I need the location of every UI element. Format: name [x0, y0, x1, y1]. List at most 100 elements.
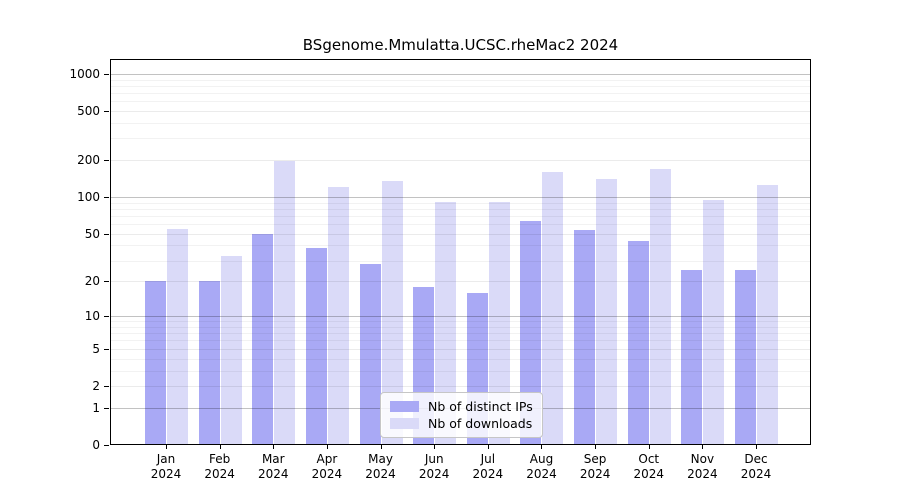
gridline-y-40 [111, 245, 810, 247]
x-axis-month-label-sep: Sep 2024 [579, 452, 611, 481]
x-axis-month-label-nov: Nov 2024 [687, 452, 718, 481]
y-axis-tick-label-1: 1 [92, 400, 100, 415]
gridline-y-8 [111, 326, 810, 328]
y-axis-tick-label-500: 500 [77, 104, 100, 119]
bar-downloads-oct [649, 168, 671, 444]
y-axis-tick-label-50: 50 [84, 226, 100, 241]
gridline-y-200 [111, 160, 810, 162]
gridline-y-500 [111, 111, 810, 113]
x-axis-tick-mar [273, 445, 275, 449]
gridline-y-300 [111, 138, 810, 140]
x-axis-tick-nov [702, 445, 704, 449]
gridline-y-80 [111, 208, 810, 210]
gridline-y-600 [111, 101, 810, 103]
x-axis-tick-jan [166, 445, 167, 449]
gridline-y-90 [111, 202, 810, 204]
x-axis-month-label-oct: Oct 2024 [633, 452, 665, 481]
bar-downloads-nov [703, 199, 725, 444]
x-axis-tick-aug [541, 445, 543, 449]
legend-item-distinct-ips: Nb of distinct IPs [390, 400, 533, 413]
bar-downloads-aug [542, 172, 564, 444]
y-axis-tick-5 [104, 348, 109, 350]
x-axis-month-label-dec: Dec 2024 [740, 452, 772, 481]
legend-swatch-downloads [390, 418, 419, 429]
y-axis-tick-50 [104, 233, 109, 235]
x-axis-month-label-jan: Jan 2024 [150, 452, 182, 481]
gridline-y-70 [111, 215, 810, 217]
y-axis-tick-500 [104, 111, 109, 113]
legend-swatch-distinct-ips [390, 401, 419, 412]
bar-distinct-ips-aug [520, 220, 542, 444]
x-axis-tick-dec [756, 445, 758, 449]
gridline-y-60 [111, 224, 810, 226]
x-axis-tick-oct [648, 445, 650, 449]
bar-distinct-ips-nov [681, 269, 703, 444]
y-axis-tick-2 [104, 385, 109, 387]
bar-distinct-ips-oct [627, 240, 649, 444]
gridline-y-2 [111, 385, 810, 387]
y-axis-tick-label-1000: 1000 [69, 66, 100, 81]
chart-title: BSgenome.Mmulatta.UCSC.rheMac2 2024 [302, 36, 619, 54]
bar-downloads-mar [274, 161, 296, 444]
bar-downloads-apr [327, 187, 349, 444]
x-axis-month-label-apr: Apr 2024 [311, 452, 343, 481]
y-axis-tick-100 [104, 197, 109, 199]
bar-downloads-dec [757, 185, 779, 444]
x-axis-tick-apr [326, 445, 328, 449]
y-axis-tick-label-10: 10 [84, 309, 100, 324]
y-axis-tick-1 [104, 407, 109, 409]
legend-item-downloads: Nb of downloads [390, 417, 533, 430]
legend-label-downloads: Nb of downloads [428, 416, 533, 431]
bar-downloads-jan [167, 228, 188, 444]
gridline-y-10 [111, 316, 810, 318]
y-axis-tick-200 [104, 160, 109, 162]
bar-distinct-ips-may [359, 264, 381, 444]
bar-downloads-sep [596, 179, 618, 444]
y-axis-tick-20 [104, 281, 109, 283]
plot-area [110, 59, 811, 445]
bar-downloads-feb [220, 255, 242, 444]
x-axis-tick-sep [595, 445, 597, 449]
gridline-y-400 [111, 122, 810, 124]
x-axis-tick-may [380, 445, 382, 449]
x-axis-month-label-jun: Jun 2024 [418, 452, 450, 481]
bar-downloads-may [381, 181, 403, 444]
bar-distinct-ips-dec [735, 269, 757, 444]
y-axis-tick-label-100: 100 [77, 190, 100, 205]
x-axis-month-label-mar: Mar 2024 [257, 452, 289, 481]
legend: Nb of distinct IPs Nb of downloads [380, 392, 543, 438]
bar-distinct-ips-jan [145, 281, 166, 444]
bar-downloads-jun [435, 201, 457, 444]
x-axis-tick-feb [219, 445, 221, 449]
gridline-y-3 [111, 370, 810, 372]
y-axis-tick-label-0: 0 [92, 438, 100, 452]
gridline-y-9 [111, 321, 810, 323]
gridline-y-1000 [111, 73, 810, 75]
x-axis-month-label-feb: Feb 2024 [204, 452, 235, 481]
y-axis-tick-label-200: 200 [77, 153, 100, 168]
x-axis-tick-jun [434, 445, 436, 449]
bar-distinct-ips-sep [574, 229, 596, 444]
y-axis-tick-1000 [104, 73, 109, 75]
gridline-y-900 [111, 79, 810, 81]
gridline-y-30 [111, 260, 810, 262]
gridline-y-4 [111, 358, 810, 360]
x-axis-month-label-may: May 2024 [365, 452, 396, 481]
y-axis-tick-label-20: 20 [84, 274, 100, 289]
gridline-y-700 [111, 92, 810, 94]
x-axis-month-label-aug: Aug 2024 [526, 452, 557, 481]
y-axis-tick-10 [104, 316, 109, 318]
bar-distinct-ips-apr [305, 248, 327, 444]
y-axis-tick-label-5: 5 [92, 341, 100, 356]
gridline-y-20 [111, 281, 810, 283]
y-axis-tick-label-2: 2 [92, 378, 100, 393]
x-axis-month-label-jul: Jul 2024 [472, 452, 504, 481]
gridline-y-800 [111, 85, 810, 87]
bar-downloads-jul [488, 201, 510, 444]
bar-distinct-ips-feb [198, 281, 220, 444]
gridline-y-5 [111, 348, 810, 350]
bar-distinct-ips-mar [252, 233, 274, 444]
x-axis-tick-jul [487, 445, 489, 449]
legend-label-distinct-ips: Nb of distinct IPs [428, 399, 533, 414]
